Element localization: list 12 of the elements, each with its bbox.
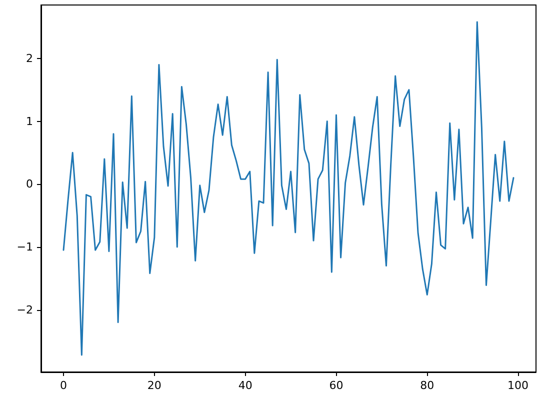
line-series bbox=[62, 21, 514, 356]
x-tick-label: 40 bbox=[238, 379, 252, 392]
y-tick-label: 2 bbox=[26, 52, 33, 65]
y-tick-label: 0 bbox=[26, 178, 33, 191]
x-tick-label: 20 bbox=[147, 379, 162, 392]
x-tick-label: 80 bbox=[420, 379, 434, 392]
x-tick-label: 60 bbox=[329, 379, 344, 392]
y-tick-label: 1 bbox=[26, 114, 33, 128]
x-tick-label: 100 bbox=[508, 379, 529, 392]
y-tick-label: −1 bbox=[16, 240, 33, 254]
x-tick-label: 0 bbox=[60, 379, 67, 392]
y-tick-label: −2 bbox=[16, 303, 33, 316]
